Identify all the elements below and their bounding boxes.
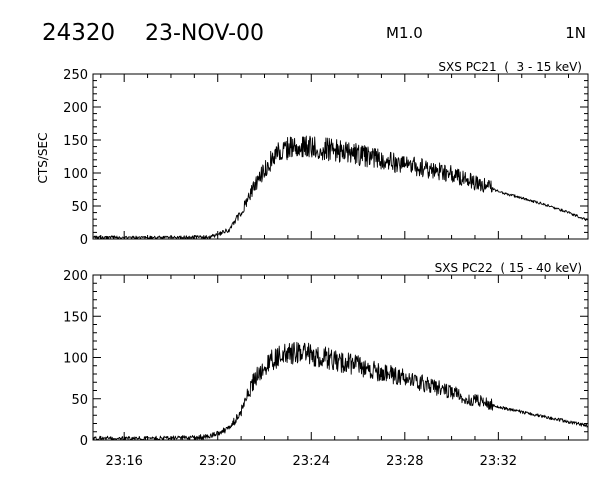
bottom-count-rate-line — [93, 341, 588, 441]
top-panel: 0 50 100 150 200 250 — [63, 68, 589, 248]
xtick-label: 23:16 — [105, 454, 142, 469]
top-panel-title: SXS PC21 ( 3 - 15 keV) — [438, 60, 582, 74]
event-number: 24320 — [42, 20, 115, 46]
bottom-panel: 0 50 100 150 200 23:16 23:20 23:24 23:28 23:32 — [63, 269, 589, 469]
flare-class: M1.0 — [386, 24, 423, 42]
xtick-label: 23:20 — [199, 454, 236, 469]
y-axis-label: CTS/SEC — [36, 133, 50, 184]
top-ytick-label: 0 — [80, 233, 88, 248]
top-count-rate-line — [92, 135, 589, 240]
bottom-ytick-label: 200 — [63, 269, 88, 284]
flare-location: 1N — [565, 24, 586, 42]
xtick-label: 23:32 — [480, 454, 517, 469]
bottom-ytick-label: 50 — [71, 393, 88, 408]
event-date: 23-NOV-00 — [145, 21, 264, 46]
bottom-ytick-label: 150 — [63, 310, 88, 325]
bottom-panel-title: SXS PC22 ( 15 - 40 keV) — [435, 261, 582, 275]
top-ytick-label: 100 — [63, 167, 88, 182]
top-plot-frame — [92, 73, 589, 240]
top-ytick-label: 150 — [63, 134, 88, 149]
top-ytick-label: 50 — [71, 200, 88, 215]
bottom-ytick-label: 0 — [80, 434, 88, 449]
xtick-label: 23:24 — [293, 454, 330, 469]
top-ytick-label: 200 — [63, 101, 88, 116]
top-ytick-label: 250 — [63, 68, 88, 83]
bottom-ytick-label: 100 — [63, 352, 88, 367]
xtick-label: 23:28 — [386, 454, 423, 469]
